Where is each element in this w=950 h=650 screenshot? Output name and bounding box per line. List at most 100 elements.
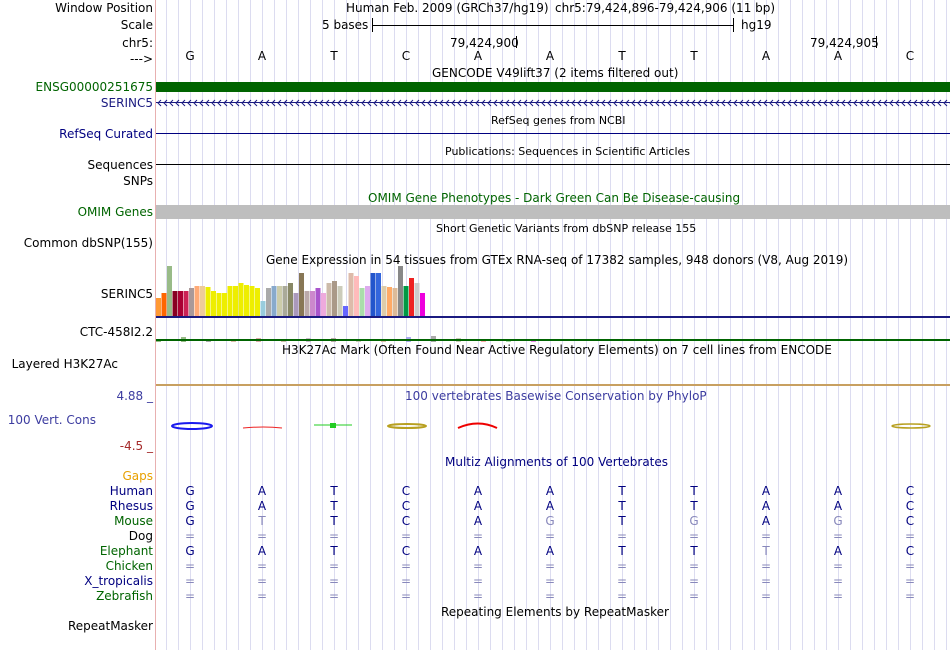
gtex-tissue-bar[interactable] (365, 286, 370, 316)
gtex-tissue-bar[interactable] (376, 273, 381, 316)
gtex-tissue-bar[interactable] (255, 288, 260, 316)
omim-label[interactable]: OMIM Genes (77, 205, 153, 219)
gtex-tissue-bar[interactable] (249, 286, 255, 316)
gtex-tissue-bar[interactable] (183, 291, 189, 316)
alignment-base: T (618, 544, 626, 558)
alignment-base: G (185, 499, 195, 513)
gtex-tissue-bar[interactable] (299, 273, 304, 316)
gtex-tissue-bar[interactable] (227, 286, 233, 316)
gtex-tissue-bar[interactable] (337, 286, 343, 316)
alignment-base: T (690, 484, 698, 498)
gtex-tissue-bar[interactable] (189, 288, 194, 316)
gtex-tissue-bar[interactable] (304, 291, 310, 316)
grid-line (370, 0, 371, 650)
alignment-base: = (400, 529, 412, 543)
phylop-title: 100 vertebrates Basewise Conservation by… (405, 389, 707, 403)
grid-line (382, 0, 383, 650)
gtex-tissue-bar[interactable] (216, 293, 222, 316)
refseq-label[interactable]: RefSeq Curated (59, 127, 153, 141)
species-label[interactable]: Chicken (105, 559, 153, 573)
gtex-tissue-bar[interactable] (387, 287, 392, 316)
sequence-base: A (545, 49, 555, 63)
serinc5-gene-line[interactable] (156, 97, 950, 109)
gtex-tissue-bar[interactable] (359, 288, 365, 316)
grid-line (922, 0, 923, 650)
gtex-tissue-bar[interactable] (200, 286, 205, 316)
gtex-tissue-bar[interactable] (420, 293, 425, 316)
gtex-serinc5-label[interactable]: SERINC5 (100, 287, 153, 301)
gtex-tissue-bar[interactable] (392, 288, 398, 316)
gtex-tissue-bar[interactable] (381, 286, 387, 316)
grid-line (526, 0, 527, 650)
alignment-base: A (473, 499, 483, 513)
h3k27ac-label[interactable]: Layered H3K27Ac (11, 357, 118, 371)
grid-line (274, 0, 275, 650)
snps-label[interactable]: SNPs (123, 174, 153, 188)
species-label[interactable]: Zebrafish (96, 589, 153, 603)
grid-line (538, 0, 539, 650)
gtex-ctc-label[interactable]: CTC-458I2.2 (79, 325, 153, 339)
gtex-tissue-bar[interactable] (315, 288, 321, 316)
alignment-base: = (688, 529, 700, 543)
alignment-base: A (473, 484, 483, 498)
gtex-tissue-bar[interactable] (260, 301, 266, 316)
alignment-base: = (328, 574, 340, 588)
gtex-tissue-bar[interactable] (156, 298, 161, 316)
alignment-base: A (761, 484, 771, 498)
gtex-tissue-bar[interactable] (403, 286, 409, 316)
species-label[interactable]: X_tropicalis (84, 574, 153, 588)
gtex-tissue-bar[interactable] (354, 276, 359, 316)
gtex-tissue-bar[interactable] (293, 293, 299, 316)
repeat-label[interactable]: RepeatMasker (67, 619, 153, 633)
gtex-tissue-bar[interactable] (172, 291, 178, 316)
gaps-label[interactable]: Gaps (122, 469, 153, 483)
species-label[interactable]: Elephant (99, 544, 153, 558)
gtex-tissue-bar[interactable] (398, 266, 403, 316)
species-label[interactable]: Mouse (114, 514, 153, 528)
species-label[interactable]: Rhesus (109, 499, 153, 513)
position-text[interactable]: chr5:79,424,896-79,424,906 (11 bp) (555, 1, 776, 15)
grid-line (826, 0, 827, 650)
gtex-tissue-bar[interactable] (205, 287, 211, 316)
dbsnp-label[interactable]: Common dbSNP(155) (23, 236, 153, 250)
sequence-base: C (401, 49, 411, 63)
grid-line (490, 0, 491, 650)
alignment-base: T (690, 544, 698, 558)
gtex-tissue-bar[interactable] (211, 291, 216, 316)
gtex-tissue-bar[interactable] (326, 283, 332, 316)
gtex-tissue-bar[interactable] (277, 286, 282, 316)
gtex-tissue-bar[interactable] (414, 283, 420, 316)
gtex-tissue-bar[interactable] (288, 283, 293, 316)
gtex-tissue-bar[interactable] (238, 283, 244, 316)
ensg-label[interactable]: ENSG00000251675 (35, 80, 153, 94)
gtex-tissue-bar[interactable] (282, 286, 288, 316)
gtex-tissue-bar[interactable] (222, 293, 227, 316)
alignment-base: = (328, 529, 340, 543)
gtex-tissue-bar[interactable] (321, 293, 326, 316)
phylop-label[interactable]: 100 Vert. Cons (7, 413, 96, 427)
gtex-tissue-bar[interactable] (409, 278, 414, 316)
gtex-tissue-bar[interactable] (343, 306, 348, 316)
gtex-tissue-bar[interactable] (370, 273, 376, 316)
species-label[interactable]: Human (109, 484, 153, 498)
ensg-gene-bar[interactable] (156, 82, 950, 92)
gtex-tissue-bar[interactable] (167, 266, 172, 316)
grid-line (190, 0, 191, 650)
omim-bar[interactable] (156, 205, 950, 219)
gtex-tissue-bar[interactable] (161, 293, 167, 316)
gtex-tissue-bar[interactable] (233, 286, 238, 316)
gtex-tissue-bar[interactable] (271, 286, 277, 316)
sequences-label[interactable]: Sequences (87, 158, 153, 172)
gtex-tissue-bar[interactable] (266, 288, 271, 316)
species-label[interactable]: Dog (128, 529, 153, 543)
gtex-tissue-bar[interactable] (244, 285, 249, 316)
gtex-ctc-chart[interactable] (156, 328, 950, 342)
gtex-tissue-bar[interactable] (194, 286, 200, 316)
gtex-tissue-bar[interactable] (310, 291, 315, 316)
gtex-tissue-bar[interactable] (332, 281, 337, 316)
serinc5-label[interactable]: SERINC5 (100, 96, 153, 110)
gtex-serinc5-chart[interactable] (156, 266, 950, 322)
grid-line (322, 0, 323, 650)
gtex-tissue-bar[interactable] (348, 273, 354, 316)
gtex-tissue-bar[interactable] (178, 291, 183, 316)
